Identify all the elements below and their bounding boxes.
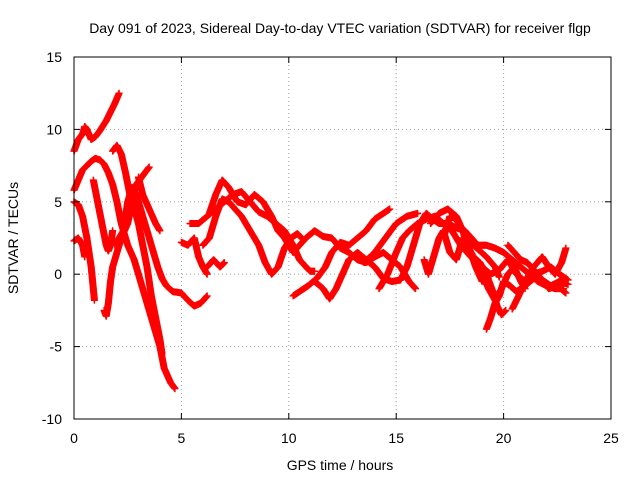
x-axis-label: GPS time / hours	[287, 457, 394, 473]
y-tick-label: 5	[54, 194, 62, 210]
data-point	[311, 267, 319, 275]
x-tick-label: 0	[70, 430, 78, 446]
data-point	[81, 253, 89, 261]
series-trace-1	[70, 89, 123, 155]
data-point	[109, 227, 117, 235]
data-point	[90, 296, 98, 304]
data-point	[115, 89, 123, 97]
series-trace-4	[70, 234, 89, 261]
x-tick-label: 5	[178, 430, 186, 446]
data-point	[171, 385, 179, 393]
y-tick-label: 15	[46, 49, 62, 65]
x-tick-label: 20	[496, 430, 512, 446]
x-tick-label: 15	[388, 430, 404, 446]
series-trace-8	[111, 183, 211, 310]
y-tick-label: 0	[54, 266, 62, 282]
data-series	[70, 89, 572, 393]
series-trace-5	[89, 176, 117, 255]
data-point	[156, 227, 164, 235]
chart-title: Day 091 of 2023, Sidereal Day-to-day VTE…	[89, 20, 591, 36]
y-axis-label: SDTVAR / TECUs	[5, 182, 21, 294]
series-trace-9	[134, 173, 164, 235]
grid	[74, 57, 611, 419]
series-trace-12	[199, 195, 306, 278]
y-tick-label: 10	[46, 121, 62, 137]
x-tick-label: 25	[603, 430, 619, 446]
plot-border	[73, 56, 612, 420]
data-point	[203, 292, 211, 300]
x-tick-label: 10	[281, 430, 297, 446]
data-point	[158, 350, 166, 358]
y-tick-label: -10	[42, 411, 62, 427]
data-point	[203, 270, 211, 278]
data-point	[145, 163, 153, 171]
series-trace-13	[203, 256, 228, 271]
series-trace-10	[177, 234, 211, 278]
y-tick-label: -5	[50, 339, 63, 355]
